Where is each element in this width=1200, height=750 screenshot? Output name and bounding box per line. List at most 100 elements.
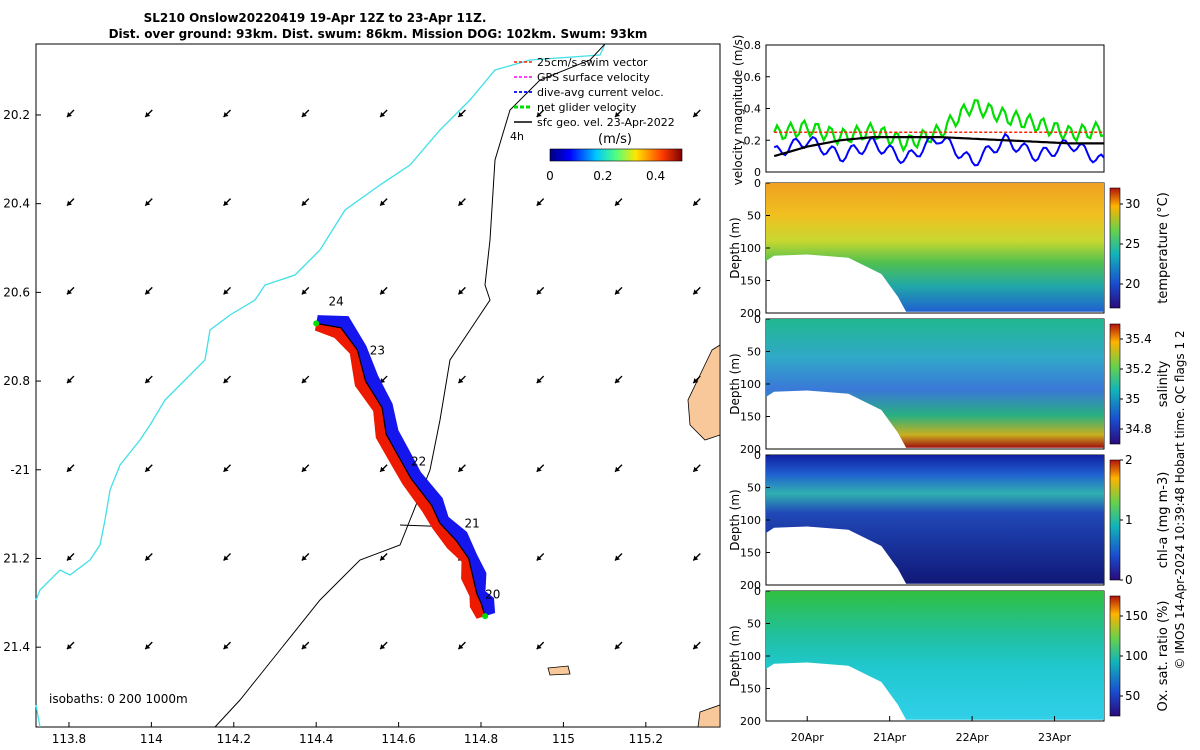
current-vector xyxy=(379,109,388,118)
current-vector xyxy=(614,641,623,650)
current-vector xyxy=(536,641,545,650)
legend-gps: GPS surface velocity xyxy=(514,71,650,84)
current-vector xyxy=(301,552,310,561)
current-vector xyxy=(66,641,75,650)
depth-tick-label: 50 xyxy=(747,346,761,359)
current-vector xyxy=(614,552,623,561)
coastline-south xyxy=(35,704,41,728)
section-ylabel: Depth (m) xyxy=(728,625,742,686)
section-colorbar-label: salinity xyxy=(1156,360,1171,407)
depth-tick-label: 200 xyxy=(740,307,761,320)
velocity-ytick-label: 0.8 xyxy=(744,39,762,52)
dive-current-envelope xyxy=(316,315,496,617)
map-xtick-label: 114.6 xyxy=(381,732,415,746)
current-vector xyxy=(66,375,75,384)
speed-colorbar: (m/s) 0 0.2 0.4 xyxy=(546,132,683,183)
current-vector xyxy=(457,109,466,118)
land-patch-south xyxy=(697,704,721,728)
map-xtick-label: 114 xyxy=(140,732,163,746)
time-tick-label: 22Apr xyxy=(956,731,990,744)
legend-gps-label: GPS surface velocity xyxy=(537,71,650,84)
legend-extra-label: 4h xyxy=(510,130,524,143)
depth-tick-label: 100 xyxy=(740,650,761,663)
depth-tick-label: 150 xyxy=(740,683,761,696)
current-vector xyxy=(457,464,466,473)
section-colorbar-label: temperature (°C) xyxy=(1156,192,1171,304)
depth-tick-label: 0 xyxy=(754,313,761,326)
current-vector xyxy=(536,286,545,295)
current-vector xyxy=(379,198,388,207)
depth-tick-label: 50 xyxy=(747,482,761,495)
depth-tick-label: 200 xyxy=(740,715,761,728)
section-colorbar-tick: 100 xyxy=(1125,649,1148,663)
section-colorbar-label: chl-a (mg m-3) xyxy=(1156,472,1171,569)
current-vector xyxy=(223,109,232,118)
section-colorbar-tick: 35.2 xyxy=(1125,362,1152,376)
current-vector xyxy=(223,552,232,561)
current-vector xyxy=(223,198,232,207)
section-colorbar-ramp xyxy=(1109,187,1121,309)
legend-net: net glider velocity xyxy=(514,101,637,114)
depth-tick-label: 100 xyxy=(740,514,761,527)
map-y-ticks: 20.2 20.4 20.6 20.8 -21 21.2 21.4 xyxy=(3,108,41,654)
current-vector xyxy=(379,464,388,473)
map-ytick-label: -21 xyxy=(10,463,30,477)
day-label: 21 xyxy=(465,516,480,530)
current-vector xyxy=(536,464,545,473)
figure-title-line2: Dist. over ground: 93km. Dist. swum: 86k… xyxy=(109,27,648,41)
section-colorbar-ramp xyxy=(1109,459,1121,581)
section-field xyxy=(766,319,1104,448)
section-panel: 0 50 100 150 200 Depth (m) 50 100 150 Ox. sat. ra… xyxy=(728,585,1171,728)
section-ylabel: Depth (m) xyxy=(728,489,742,550)
section-ylabel: Depth (m) xyxy=(728,353,742,414)
current-vector xyxy=(301,641,310,650)
time-tick-label: 23Apr xyxy=(1038,731,1072,744)
track-start-marker xyxy=(313,320,320,327)
current-vector xyxy=(144,286,153,295)
map-xtick-label: 113.8 xyxy=(52,732,86,746)
current-vector xyxy=(301,286,310,295)
current-vector xyxy=(144,109,153,118)
track-end-marker xyxy=(482,613,489,620)
current-vector xyxy=(144,552,153,561)
velocity-series-line xyxy=(773,99,1105,153)
map-ytick-label: 21.2 xyxy=(3,551,30,565)
current-vector xyxy=(614,109,623,118)
time-tick-label: 21Apr xyxy=(873,731,907,744)
current-vector xyxy=(457,198,466,207)
day-label: 20 xyxy=(485,587,500,601)
current-vector-field xyxy=(66,109,701,650)
depth-tick-label: 0 xyxy=(754,177,761,190)
legend-dive: dive-avg current veloc. xyxy=(514,86,664,99)
current-vector xyxy=(66,464,75,473)
section-colorbar-tick: 35 xyxy=(1125,392,1140,406)
velocity-y-ticks: 0 0.2 0.4 0.6 0.8 xyxy=(744,39,770,179)
depth-tick-label: 200 xyxy=(740,579,761,592)
current-vector xyxy=(223,286,232,295)
current-vector xyxy=(536,109,545,118)
section-ylabel: Depth (m) xyxy=(728,217,742,278)
depth-tick-label: 100 xyxy=(740,378,761,391)
section-colorbar-ramp xyxy=(1109,595,1121,717)
current-vector xyxy=(692,375,701,384)
velocity-ytick-label: 0.2 xyxy=(744,134,762,147)
section-field xyxy=(766,183,1104,312)
time-tick-label: 20Apr xyxy=(791,731,825,744)
section-panel: 0 50 100 150 200 Depth (m) 34.8 35 35.2 35.4 salin… xyxy=(728,313,1171,456)
current-vector xyxy=(614,375,623,384)
current-vector xyxy=(536,375,545,384)
current-vector xyxy=(614,198,623,207)
current-vector xyxy=(614,464,623,473)
map-xtick-label: 115.2 xyxy=(629,732,663,746)
map-ytick-label: 20.2 xyxy=(3,108,30,122)
section-colorbar-tick: 50 xyxy=(1125,689,1140,703)
current-vector xyxy=(301,464,310,473)
current-vector xyxy=(536,198,545,207)
depth-tick-label: 50 xyxy=(747,618,761,631)
glider-track-line xyxy=(316,322,486,617)
section-colorbar-tick: 150 xyxy=(1125,609,1148,623)
isobath-200 xyxy=(214,43,606,728)
velocity-ytick-label: 0.6 xyxy=(744,71,762,84)
section-colorbar-tick: 34.8 xyxy=(1125,422,1152,436)
